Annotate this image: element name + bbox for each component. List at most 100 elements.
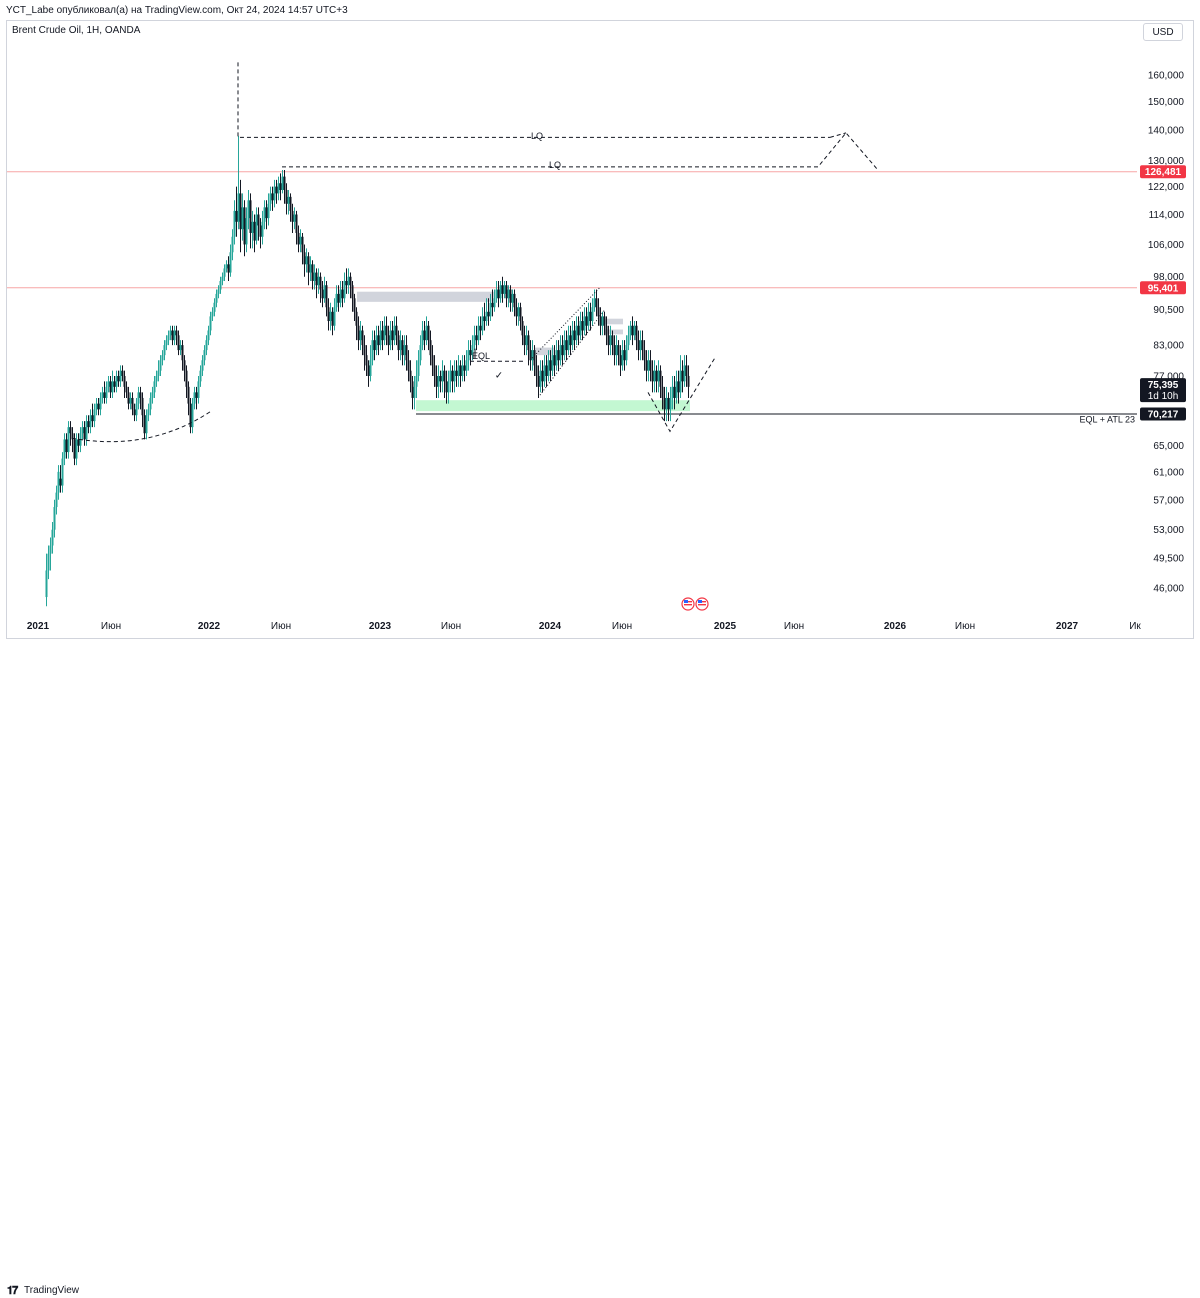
candle-body: [409, 370, 412, 382]
candle-body: [497, 289, 500, 299]
candle: [85, 415, 88, 446]
candle-body: [379, 330, 382, 346]
candle: [369, 345, 372, 382]
candle-body: [313, 272, 316, 281]
candle: [47, 545, 50, 580]
candle: [65, 433, 68, 459]
candle-body: [441, 370, 444, 382]
candle-body: [439, 375, 442, 382]
candle-body: [69, 427, 72, 434]
lq-lower-label: LQ: [549, 160, 561, 170]
lq-upper-line: [237, 62, 830, 138]
candle-body: [543, 365, 546, 382]
candle: [533, 345, 536, 376]
candle-body: [627, 335, 630, 346]
candle: [159, 355, 162, 376]
candle-body: [571, 330, 574, 346]
candle: [255, 207, 258, 245]
candle: [339, 280, 342, 308]
candle: [289, 193, 292, 222]
candle-body: [259, 225, 262, 237]
candle-body: [569, 335, 572, 346]
candle-body: [611, 335, 614, 346]
candle: [59, 465, 62, 493]
candle-body: [143, 415, 146, 434]
candle: [485, 298, 488, 326]
candle-body: [457, 365, 460, 376]
price-badge-0: [1140, 165, 1186, 179]
candle-body: [517, 307, 520, 317]
candle-body: [237, 193, 240, 222]
candle-body: [53, 507, 56, 530]
candle: [261, 210, 264, 245]
candle: [283, 170, 286, 204]
candle: [147, 403, 150, 422]
candle: [263, 200, 266, 230]
candle: [449, 360, 452, 393]
candle: [553, 345, 556, 376]
candle-body: [391, 330, 394, 341]
candle: [527, 330, 530, 366]
candle: [53, 499, 56, 538]
candle-body: [471, 345, 474, 356]
candle-body: [99, 397, 102, 410]
supply-zone-small: [535, 347, 555, 356]
candle: [413, 375, 416, 410]
candle: [617, 340, 620, 366]
candle: [535, 355, 538, 387]
candle: [95, 397, 98, 416]
candle: [595, 289, 598, 317]
candle-body: [141, 397, 144, 416]
candle: [371, 330, 374, 366]
candle: [365, 345, 368, 376]
candle-body: [311, 264, 314, 281]
candle: [355, 307, 358, 341]
candle-body: [455, 370, 458, 376]
tradingview-logo-text: TradingView: [24, 1285, 80, 1296]
candle: [405, 335, 408, 371]
candle-body: [411, 381, 414, 398]
candle: [97, 397, 100, 416]
candle-body: [397, 335, 400, 351]
candle: [519, 302, 522, 331]
candle: [389, 321, 392, 351]
candle-body: [195, 392, 198, 398]
candle-body: [673, 386, 676, 398]
candle: [567, 325, 570, 356]
currency-button[interactable]: USD: [1143, 23, 1183, 41]
candle: [209, 311, 212, 336]
candle-body: [663, 397, 666, 410]
candle: [129, 392, 132, 410]
candle: [175, 325, 178, 346]
candle-body: [601, 316, 604, 326]
candle-body: [67, 427, 70, 453]
candle-body: [87, 421, 90, 428]
candle-body: [65, 439, 68, 453]
candle: [611, 330, 614, 356]
candle: [111, 370, 114, 398]
candle: [577, 316, 580, 346]
candle: [531, 340, 534, 371]
candle: [453, 360, 456, 393]
candle: [171, 325, 174, 346]
candle-body: [125, 386, 128, 393]
candle: [123, 370, 126, 398]
candle-body: [427, 325, 430, 341]
candle-body: [389, 330, 392, 346]
candle: [149, 392, 152, 416]
candle-body: [581, 321, 584, 331]
candle: [351, 280, 354, 312]
candle-body: [499, 285, 502, 299]
price-chart[interactable]: LQ LQ EQL EQL + ATL 23 ✓ 160,000 150,000 140,0…: [0, 0, 1200, 663]
candle-body: [533, 350, 536, 366]
candle-body: [363, 345, 366, 356]
candle-body: [355, 311, 358, 326]
candle: [607, 325, 610, 356]
candle: [201, 355, 204, 376]
candle-body: [665, 397, 668, 410]
candle-body: [579, 321, 582, 336]
candle-body: [585, 316, 588, 326]
candle-body: [199, 370, 202, 382]
x-tick-label: 2024: [539, 621, 562, 632]
candle-body: [575, 325, 578, 341]
